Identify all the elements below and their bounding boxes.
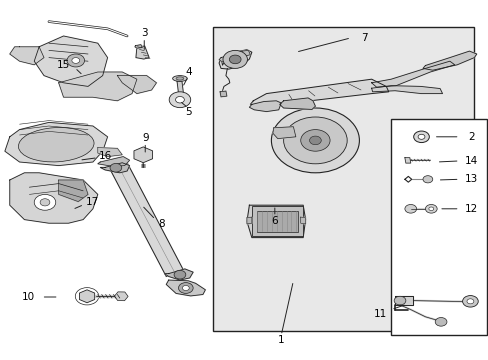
Circle shape	[110, 163, 122, 172]
Polygon shape	[220, 91, 226, 97]
Circle shape	[425, 204, 436, 213]
Polygon shape	[250, 79, 388, 106]
Bar	[390, 119, 486, 335]
Polygon shape	[98, 157, 129, 166]
Circle shape	[182, 285, 189, 291]
Circle shape	[178, 283, 193, 293]
Polygon shape	[177, 81, 183, 93]
Text: 4: 4	[184, 67, 191, 77]
Text: 6: 6	[271, 216, 278, 226]
Bar	[212, 27, 473, 331]
Ellipse shape	[176, 77, 183, 80]
Polygon shape	[110, 163, 183, 276]
Text: 5: 5	[184, 107, 191, 117]
Polygon shape	[59, 72, 137, 101]
Polygon shape	[136, 46, 149, 59]
Circle shape	[169, 92, 190, 108]
Ellipse shape	[172, 76, 187, 81]
Polygon shape	[246, 205, 305, 238]
Circle shape	[413, 131, 428, 143]
Circle shape	[271, 108, 359, 173]
Polygon shape	[10, 173, 98, 223]
Polygon shape	[422, 51, 476, 70]
Circle shape	[223, 50, 247, 68]
Polygon shape	[279, 98, 315, 109]
Polygon shape	[394, 296, 412, 305]
Polygon shape	[59, 180, 88, 202]
Text: 10: 10	[22, 292, 35, 302]
Text: 1: 1	[277, 335, 284, 345]
Polygon shape	[246, 217, 251, 224]
Text: 13: 13	[464, 174, 478, 184]
Circle shape	[393, 296, 405, 305]
Polygon shape	[98, 148, 122, 157]
Circle shape	[72, 58, 80, 63]
Circle shape	[422, 176, 432, 183]
Circle shape	[67, 54, 84, 67]
Polygon shape	[100, 163, 129, 173]
Polygon shape	[404, 158, 410, 163]
Bar	[251, 206, 302, 236]
Circle shape	[229, 55, 241, 64]
Circle shape	[404, 204, 416, 213]
Polygon shape	[371, 61, 454, 87]
Polygon shape	[117, 76, 156, 94]
Circle shape	[283, 117, 346, 164]
Polygon shape	[5, 122, 107, 166]
Polygon shape	[164, 269, 193, 280]
Circle shape	[428, 207, 433, 211]
Circle shape	[417, 134, 424, 139]
Ellipse shape	[19, 127, 94, 162]
Text: 11: 11	[373, 309, 386, 319]
Text: 7: 7	[360, 33, 367, 43]
Polygon shape	[371, 86, 442, 94]
Text: 2: 2	[468, 132, 474, 142]
Text: 14: 14	[464, 156, 478, 166]
Text: 9: 9	[142, 132, 148, 143]
Circle shape	[309, 136, 321, 145]
Polygon shape	[166, 280, 205, 296]
Polygon shape	[272, 127, 295, 139]
Text: 3: 3	[141, 28, 147, 38]
Circle shape	[434, 318, 446, 326]
Text: 12: 12	[464, 204, 478, 214]
Circle shape	[34, 194, 56, 210]
Text: 17: 17	[86, 197, 100, 207]
Circle shape	[174, 270, 185, 279]
Polygon shape	[219, 56, 227, 62]
Polygon shape	[135, 45, 142, 48]
Circle shape	[466, 299, 473, 304]
Polygon shape	[249, 101, 281, 112]
Circle shape	[175, 96, 184, 103]
Polygon shape	[219, 50, 251, 69]
Polygon shape	[10, 47, 44, 65]
Polygon shape	[34, 36, 107, 86]
Polygon shape	[300, 217, 305, 224]
Text: 15: 15	[57, 60, 70, 70]
Circle shape	[462, 296, 477, 307]
Polygon shape	[241, 50, 250, 56]
Circle shape	[40, 199, 50, 206]
Circle shape	[300, 130, 329, 151]
Text: 8: 8	[158, 219, 164, 229]
Bar	[256, 211, 298, 232]
Text: 16: 16	[98, 150, 112, 161]
